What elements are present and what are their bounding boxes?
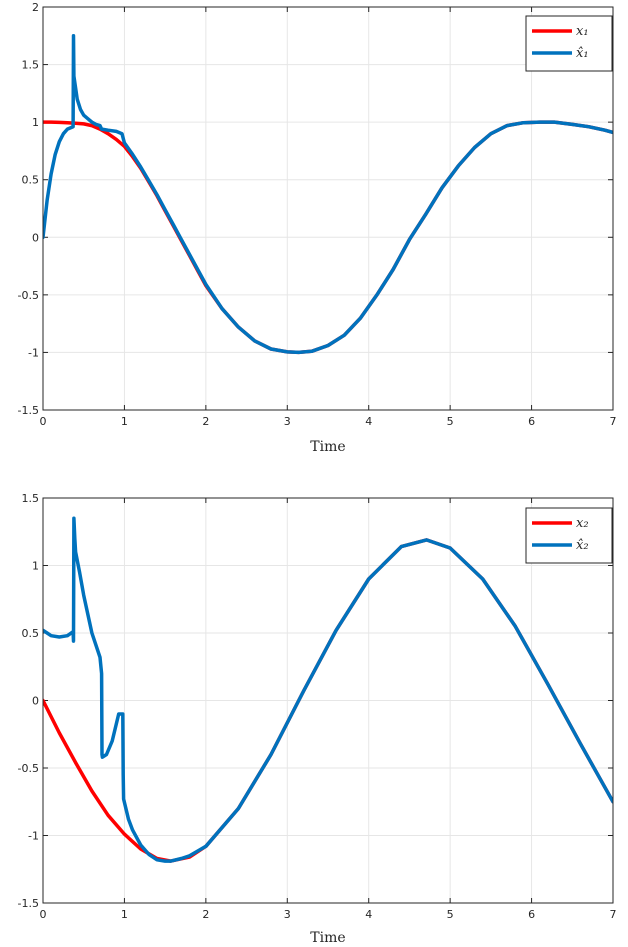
series-line-estimate [43, 516, 613, 863]
axes-box [42, 6, 614, 411]
y-tick-label: 0.5 [22, 627, 40, 640]
x-tick-label: 3 [284, 415, 291, 428]
x-tick-label: 0 [40, 415, 47, 428]
y-tick-label: 1.5 [22, 59, 40, 72]
chart-1: 0 1 2 3 4 5 6 7 -1.5 -1 -0.5 0 0.5 1 1.5 2 Time x₁ x̂₁ [18, 1, 617, 455]
x-tick-label: 7 [610, 415, 617, 428]
y-tick-label: 1 [32, 560, 39, 573]
x-tick-label: 4 [365, 908, 372, 921]
y-tick-label: -1 [28, 346, 39, 359]
y-tick-label: -1.5 [18, 897, 39, 910]
x-tick-label: 0 [40, 908, 47, 921]
x-tick-label: 6 [528, 908, 535, 921]
series-line-estimate [43, 34, 613, 355]
x-tick-label: 2 [202, 908, 209, 921]
x-tick-label: 5 [447, 908, 454, 921]
y-tick-label: 1.5 [22, 492, 40, 505]
chart-2: 0 1 2 3 4 5 6 7 -1.5 -1 -0.5 0 0.5 1 1.5 Time x₂ x̂₂ [18, 492, 617, 946]
x-tick-label: 1 [121, 415, 128, 428]
plot-area [43, 7, 613, 410]
y-tick-label: -1 [28, 830, 39, 843]
axes-box [42, 497, 614, 904]
x-tick-label: 6 [528, 415, 535, 428]
legend-label: x₂ [576, 516, 589, 531]
y-tick-label: -1.5 [18, 404, 39, 417]
legend: x₁ x̂₁ [525, 15, 613, 72]
y-tick-label: 0.5 [22, 174, 40, 187]
x-tick-label: 5 [447, 415, 454, 428]
y-tick-label: -0.5 [18, 762, 39, 775]
y-tick-label: 0 [32, 231, 39, 244]
x-tick-label: 7 [610, 908, 617, 921]
y-tick-label: 0 [32, 695, 39, 708]
legend-box [525, 15, 613, 72]
y-tick-label: 1 [32, 116, 39, 129]
x-axis-label: Time [310, 930, 345, 946]
legend: x₂ x̂₂ [525, 507, 613, 564]
legend-label: x₁ [576, 24, 589, 39]
legend-label: x̂₂ [576, 538, 589, 553]
x-tick-label: 4 [365, 415, 372, 428]
x-tick-label: 1 [121, 908, 128, 921]
legend-box [525, 507, 613, 564]
legend-label: x̂₁ [576, 46, 589, 61]
x-axis-label: Time [310, 439, 345, 455]
x-tick-label: 2 [202, 415, 209, 428]
y-tick-label: 2 [32, 1, 39, 14]
x-tick-label: 3 [284, 908, 291, 921]
y-tick-label: -0.5 [18, 289, 39, 302]
